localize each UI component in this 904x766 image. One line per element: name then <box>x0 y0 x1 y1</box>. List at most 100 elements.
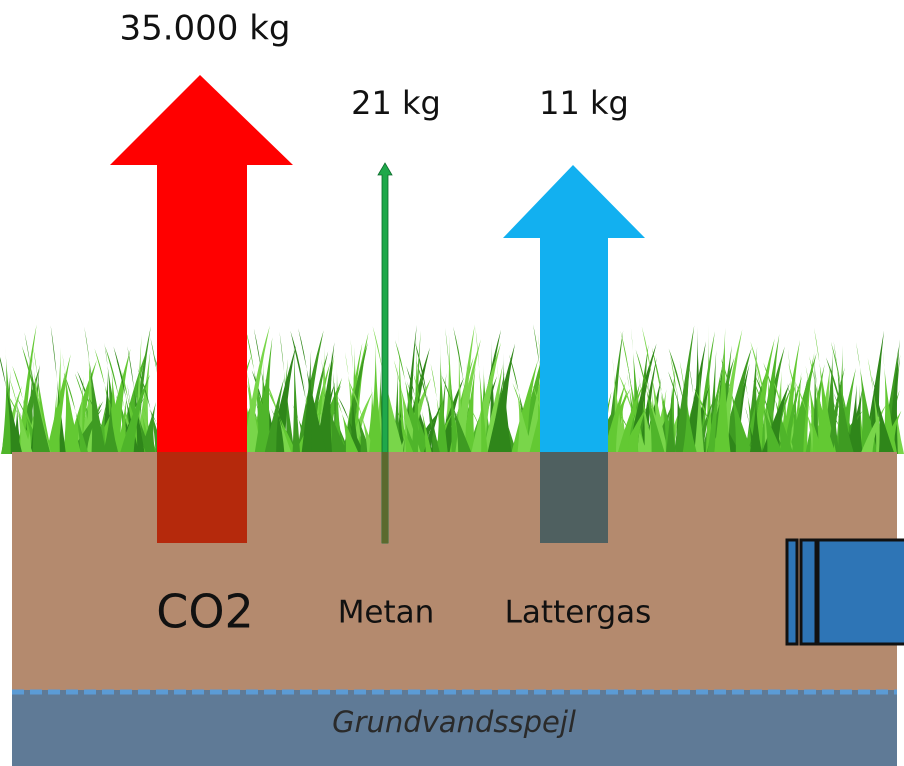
grass-blade <box>63 372 89 454</box>
grass-blade <box>264 378 285 454</box>
grass-blade <box>251 370 279 454</box>
grass-blade <box>694 365 705 454</box>
grass-blade <box>512 382 540 454</box>
grass-blade <box>475 326 488 454</box>
grass-blade <box>676 348 692 454</box>
grass-blade <box>441 375 472 454</box>
grass-blade <box>94 348 127 454</box>
grass-blade <box>352 399 372 454</box>
grass-blade <box>617 384 644 454</box>
grass-blade <box>298 328 327 454</box>
grass-blade <box>807 401 824 454</box>
grass-blade <box>337 396 365 454</box>
grass-blade <box>266 388 298 454</box>
grass-blade <box>638 357 657 454</box>
grass-blade <box>867 357 886 454</box>
grass-blade <box>74 373 105 454</box>
grass-blade <box>50 325 66 454</box>
grass-blade <box>455 324 475 454</box>
grass-blade <box>758 333 780 454</box>
grass-blade <box>77 370 108 454</box>
grass-blade <box>453 326 478 454</box>
grass-blade <box>416 361 441 454</box>
grass-blade <box>292 331 301 454</box>
grass-blade <box>882 350 898 454</box>
grass-blade <box>745 406 758 454</box>
grass-blade <box>46 369 66 454</box>
grass-blade <box>679 360 696 454</box>
grass-blade <box>511 359 539 454</box>
grass-blade <box>833 341 854 454</box>
grass-blade <box>651 347 674 454</box>
grass-blade <box>825 357 855 454</box>
grass-blade <box>372 326 405 454</box>
groundwater-label: Grundvandsspejl <box>332 705 576 739</box>
grass-blade <box>406 365 434 454</box>
grass-blade <box>509 354 536 454</box>
grass-blade <box>471 342 502 454</box>
grass-blade <box>0 357 23 454</box>
co2-arrow-underground <box>157 452 247 543</box>
grass-blade <box>315 342 335 454</box>
grass-blade <box>413 373 432 454</box>
grass-blade <box>1 345 19 454</box>
drain-pipe <box>785 538 904 646</box>
grass-blade <box>264 378 292 454</box>
grass-blade <box>369 339 384 454</box>
grass-blade <box>641 326 669 454</box>
grass-blade <box>665 387 676 454</box>
grass-blade <box>430 363 448 454</box>
grass-blade <box>620 330 647 454</box>
grass-blade <box>250 402 271 454</box>
grass-blade <box>714 327 731 454</box>
groundwater <box>12 690 897 766</box>
grass-blade <box>279 331 295 454</box>
grass-blade <box>334 393 360 454</box>
grass-blade <box>871 376 895 454</box>
grass-blade <box>9 377 34 454</box>
grass-blade <box>242 325 270 454</box>
grass-blade <box>406 381 431 454</box>
grass-blade <box>750 341 778 454</box>
grass-blade <box>12 365 42 454</box>
lattergas-amount: 11 kg <box>539 84 629 122</box>
grass-blade <box>670 355 688 454</box>
grass-blade <box>514 379 535 454</box>
metan-arrow-underground <box>382 452 388 543</box>
grass-blade <box>498 352 512 454</box>
grass-blade <box>16 396 47 454</box>
grass-blade <box>652 352 677 454</box>
grass-blade <box>618 412 643 454</box>
grass-blade <box>638 376 655 454</box>
metan-label: Metan <box>338 595 435 631</box>
grass-blade <box>812 341 820 454</box>
grass-blade <box>460 366 476 454</box>
grass-blade <box>7 393 41 454</box>
grass-blade <box>347 379 376 454</box>
grass-blade <box>127 346 145 454</box>
grass-blade <box>782 375 803 454</box>
grass-blade <box>795 381 823 454</box>
grass-blade <box>349 382 360 454</box>
grass-blade <box>668 371 696 454</box>
grass-blade <box>470 409 494 454</box>
grass-blade <box>135 350 151 454</box>
grass-blade <box>411 330 421 454</box>
soil <box>12 452 897 690</box>
grass-blade <box>524 411 549 454</box>
grass-blade <box>792 369 799 454</box>
grass-blade <box>394 339 426 454</box>
grass-blade <box>17 324 37 454</box>
grass-blade <box>855 342 879 454</box>
grass-blade <box>705 324 714 454</box>
grass-blade <box>139 401 156 454</box>
lattergas-arrow <box>503 165 645 543</box>
grass-blade <box>832 400 852 454</box>
grass-blade <box>827 367 845 454</box>
grass-blade <box>253 328 279 454</box>
co2-arrow <box>110 75 293 543</box>
grass-blade <box>436 342 448 454</box>
grass-blade <box>487 343 516 454</box>
grass-blade <box>846 386 863 454</box>
grass-blade <box>809 356 836 454</box>
